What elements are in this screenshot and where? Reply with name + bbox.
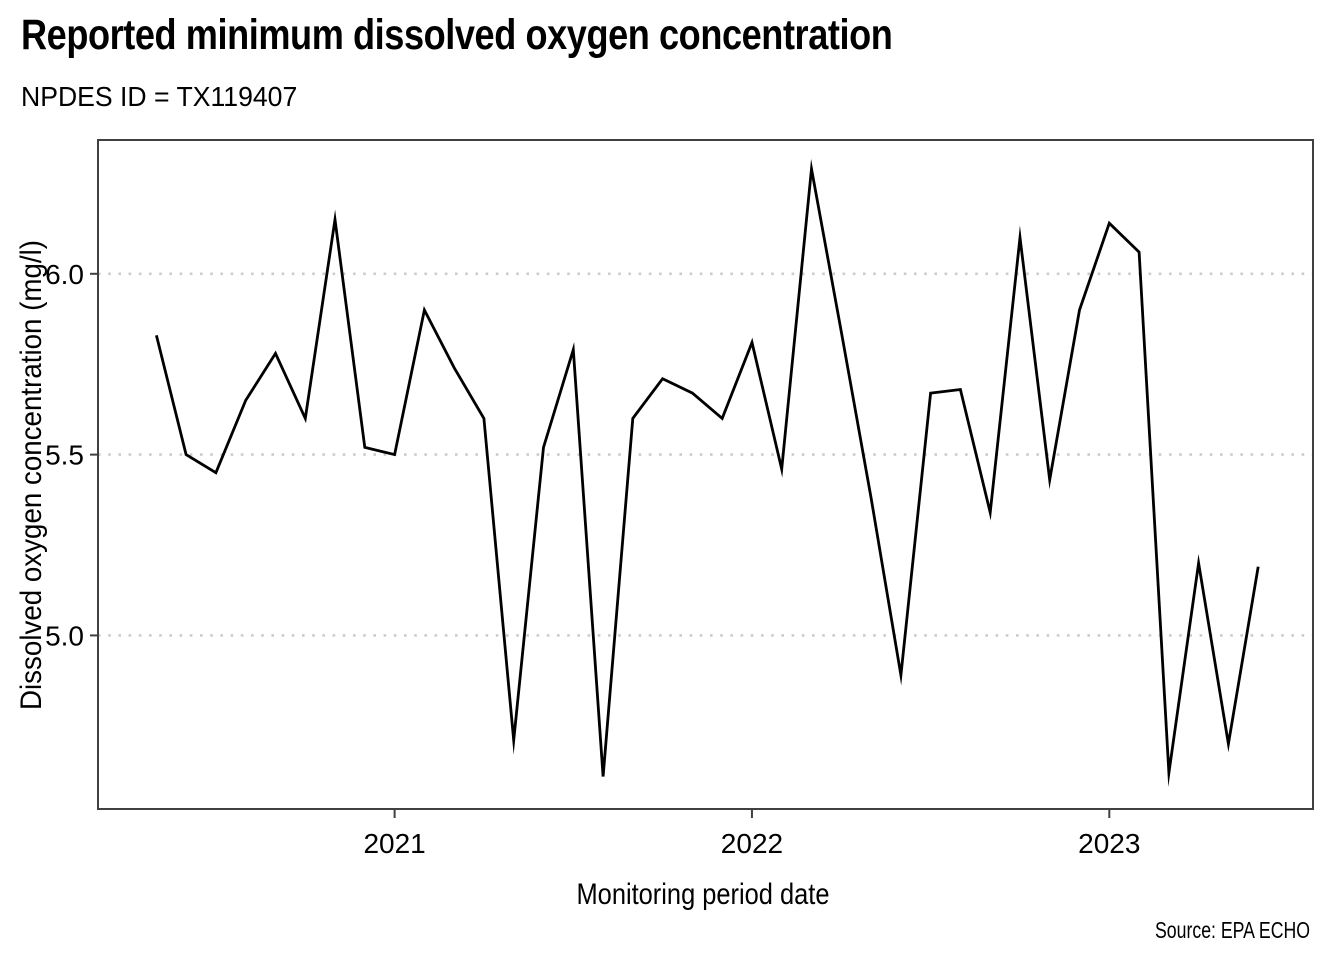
y-tick-label: 6.0 bbox=[45, 259, 84, 290]
series-layer bbox=[155, 158, 1260, 787]
gridlines bbox=[98, 272, 1313, 637]
y-tick-label: 5.5 bbox=[45, 440, 84, 471]
axis-tick-labels: 5.0 5.5 6.0 2021 2022 2023 bbox=[45, 259, 1140, 859]
chart-subtitle: NPDES ID = TX119407 bbox=[21, 81, 298, 112]
x-axis-title: Monitoring period date bbox=[577, 878, 830, 911]
chart-title: Reported minimum dissolved oxygen concen… bbox=[21, 11, 893, 59]
source-caption: Source: EPA ECHO bbox=[1155, 917, 1310, 943]
x-tick-label: 2022 bbox=[721, 828, 783, 859]
x-tick-label: 2023 bbox=[1078, 828, 1140, 859]
y-axis-title: Dissolved oxygen concentration (mg/l) bbox=[15, 240, 48, 710]
y-tick-label: 5.0 bbox=[45, 620, 84, 651]
x-tick-label: 2021 bbox=[363, 828, 425, 859]
axis-ticks bbox=[90, 272, 1111, 818]
series-line bbox=[155, 158, 1260, 787]
panel-border bbox=[97, 139, 1314, 810]
